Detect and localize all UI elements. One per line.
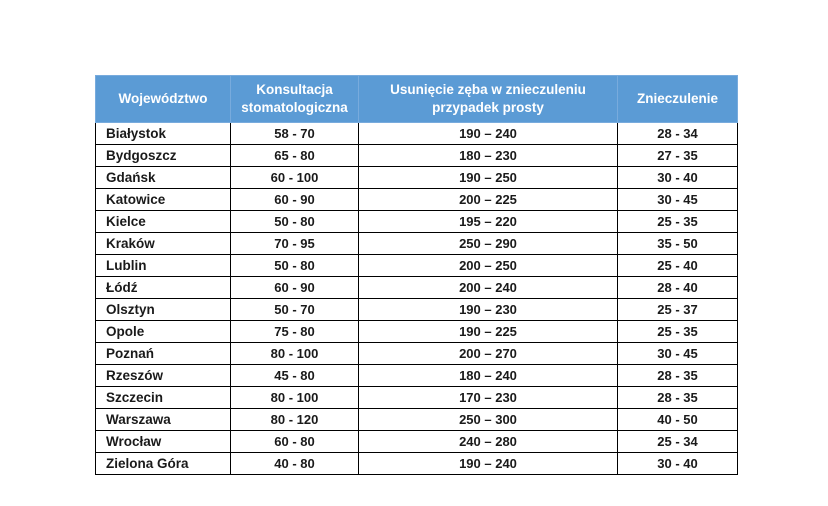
extraction-cell: 200 – 240 — [358, 276, 618, 299]
anesthesia-cell: 28 - 40 — [617, 276, 738, 299]
anesthesia-cell: 25 - 35 — [617, 210, 738, 233]
extraction-cell: 250 – 290 — [358, 232, 618, 255]
city-cell: Katowice — [95, 188, 231, 211]
anesthesia-cell: 28 - 34 — [617, 122, 738, 145]
city-cell: Olsztyn — [95, 298, 231, 321]
city-cell: Warszawa — [95, 408, 231, 431]
city-cell: Poznań — [95, 342, 231, 365]
city-cell: Kraków — [95, 232, 231, 255]
city-cell: Wrocław — [95, 430, 231, 453]
table-row: Wrocław 60 - 80 240 – 280 25 - 34 — [95, 430, 738, 453]
consultation-cell: 60 - 90 — [230, 276, 359, 299]
table-row: Kraków 70 - 95 250 – 290 35 - 50 — [95, 232, 738, 255]
extraction-cell: 190 – 240 — [358, 452, 618, 475]
city-cell: Zielona Góra — [95, 452, 231, 475]
table-row: Warszawa 80 - 120 250 – 300 40 - 50 — [95, 408, 738, 431]
anesthesia-cell: 35 - 50 — [617, 232, 738, 255]
table-row: Katowice 60 - 90 200 – 225 30 - 45 — [95, 188, 738, 211]
city-cell: Rzeszów — [95, 364, 231, 387]
header-usuniecie: Usunięcie zęba w znieczuleniu przypadek … — [358, 75, 618, 123]
extraction-cell: 180 – 240 — [358, 364, 618, 387]
consultation-cell: 50 - 70 — [230, 298, 359, 321]
extraction-cell: 190 – 240 — [358, 122, 618, 145]
extraction-cell: 195 – 220 — [358, 210, 618, 233]
anesthesia-cell: 30 - 40 — [617, 452, 738, 475]
table-row: Poznań 80 - 100 200 – 270 30 - 45 — [95, 342, 738, 365]
consultation-cell: 50 - 80 — [230, 210, 359, 233]
city-cell: Opole — [95, 320, 231, 343]
city-cell: Szczecin — [95, 386, 231, 409]
table-row: Zielona Góra 40 - 80 190 – 240 30 - 40 — [95, 452, 738, 475]
city-cell: Białystok — [95, 122, 231, 145]
consultation-cell: 60 - 100 — [230, 166, 359, 189]
anesthesia-cell: 25 - 34 — [617, 430, 738, 453]
table-row: Opole 75 - 80 190 – 225 25 - 35 — [95, 320, 738, 343]
consultation-cell: 40 - 80 — [230, 452, 359, 475]
consultation-cell: 50 - 80 — [230, 254, 359, 277]
header-wojewodztwo: Województwo — [95, 75, 231, 123]
anesthesia-cell: 28 - 35 — [617, 386, 738, 409]
consultation-cell: 80 - 100 — [230, 342, 359, 365]
consultation-cell: 60 - 90 — [230, 188, 359, 211]
table-row: Łódź 60 - 90 200 – 240 28 - 40 — [95, 276, 738, 299]
consultation-cell: 70 - 95 — [230, 232, 359, 255]
anesthesia-cell: 25 - 37 — [617, 298, 738, 321]
anesthesia-cell: 28 - 35 — [617, 364, 738, 387]
extraction-cell: 190 – 225 — [358, 320, 618, 343]
extraction-cell: 200 – 270 — [358, 342, 618, 365]
anesthesia-cell: 25 - 40 — [617, 254, 738, 277]
table-row: Kielce 50 - 80 195 – 220 25 - 35 — [95, 210, 738, 233]
city-cell: Kielce — [95, 210, 231, 233]
header-znieczulenie: Znieczulenie — [617, 75, 738, 123]
consultation-cell: 80 - 120 — [230, 408, 359, 431]
table-header: Województwo Konsultacja stomatologiczna … — [95, 75, 738, 123]
anesthesia-cell: 30 - 45 — [617, 342, 738, 365]
extraction-cell: 250 – 300 — [358, 408, 618, 431]
extraction-cell: 190 – 230 — [358, 298, 618, 321]
anesthesia-cell: 25 - 35 — [617, 320, 738, 343]
anesthesia-cell: 30 - 45 — [617, 188, 738, 211]
extraction-cell: 200 – 250 — [358, 254, 618, 277]
header-row: Województwo Konsultacja stomatologiczna … — [95, 75, 738, 123]
table-row: Olsztyn 50 - 70 190 – 230 25 - 37 — [95, 298, 738, 321]
city-cell: Łódź — [95, 276, 231, 299]
table-row: Bydgoszcz 65 - 80 180 – 230 27 - 35 — [95, 144, 738, 167]
extraction-cell: 240 – 280 — [358, 430, 618, 453]
anesthesia-cell: 30 - 40 — [617, 166, 738, 189]
consultation-cell: 75 - 80 — [230, 320, 359, 343]
table-row: Lublin 50 - 80 200 – 250 25 - 40 — [95, 254, 738, 277]
table-row: Białystok 58 - 70 190 – 240 28 - 34 — [95, 122, 738, 145]
anesthesia-cell: 27 - 35 — [617, 144, 738, 167]
consultation-cell: 58 - 70 — [230, 122, 359, 145]
city-cell: Gdańsk — [95, 166, 231, 189]
city-cell: Bydgoszcz — [95, 144, 231, 167]
consultation-cell: 80 - 100 — [230, 386, 359, 409]
consultation-cell: 45 - 80 — [230, 364, 359, 387]
anesthesia-cell: 40 - 50 — [617, 408, 738, 431]
extraction-cell: 180 – 230 — [358, 144, 618, 167]
table-row: Gdańsk 60 - 100 190 – 250 30 - 40 — [95, 166, 738, 189]
table-row: Szczecin 80 - 100 170 – 230 28 - 35 — [95, 386, 738, 409]
extraction-cell: 170 – 230 — [358, 386, 618, 409]
extraction-cell: 200 – 225 — [358, 188, 618, 211]
consultation-cell: 60 - 80 — [230, 430, 359, 453]
extraction-cell: 190 – 250 — [358, 166, 618, 189]
consultation-cell: 65 - 80 — [230, 144, 359, 167]
header-konsultacja: Konsultacja stomatologiczna — [230, 75, 359, 123]
dental-price-table: Województwo Konsultacja stomatologiczna … — [95, 75, 738, 475]
table-row: Rzeszów 45 - 80 180 – 240 28 - 35 — [95, 364, 738, 387]
table-body: Białystok 58 - 70 190 – 240 28 - 34 Bydgoszc… — [95, 122, 738, 475]
city-cell: Lublin — [95, 254, 231, 277]
